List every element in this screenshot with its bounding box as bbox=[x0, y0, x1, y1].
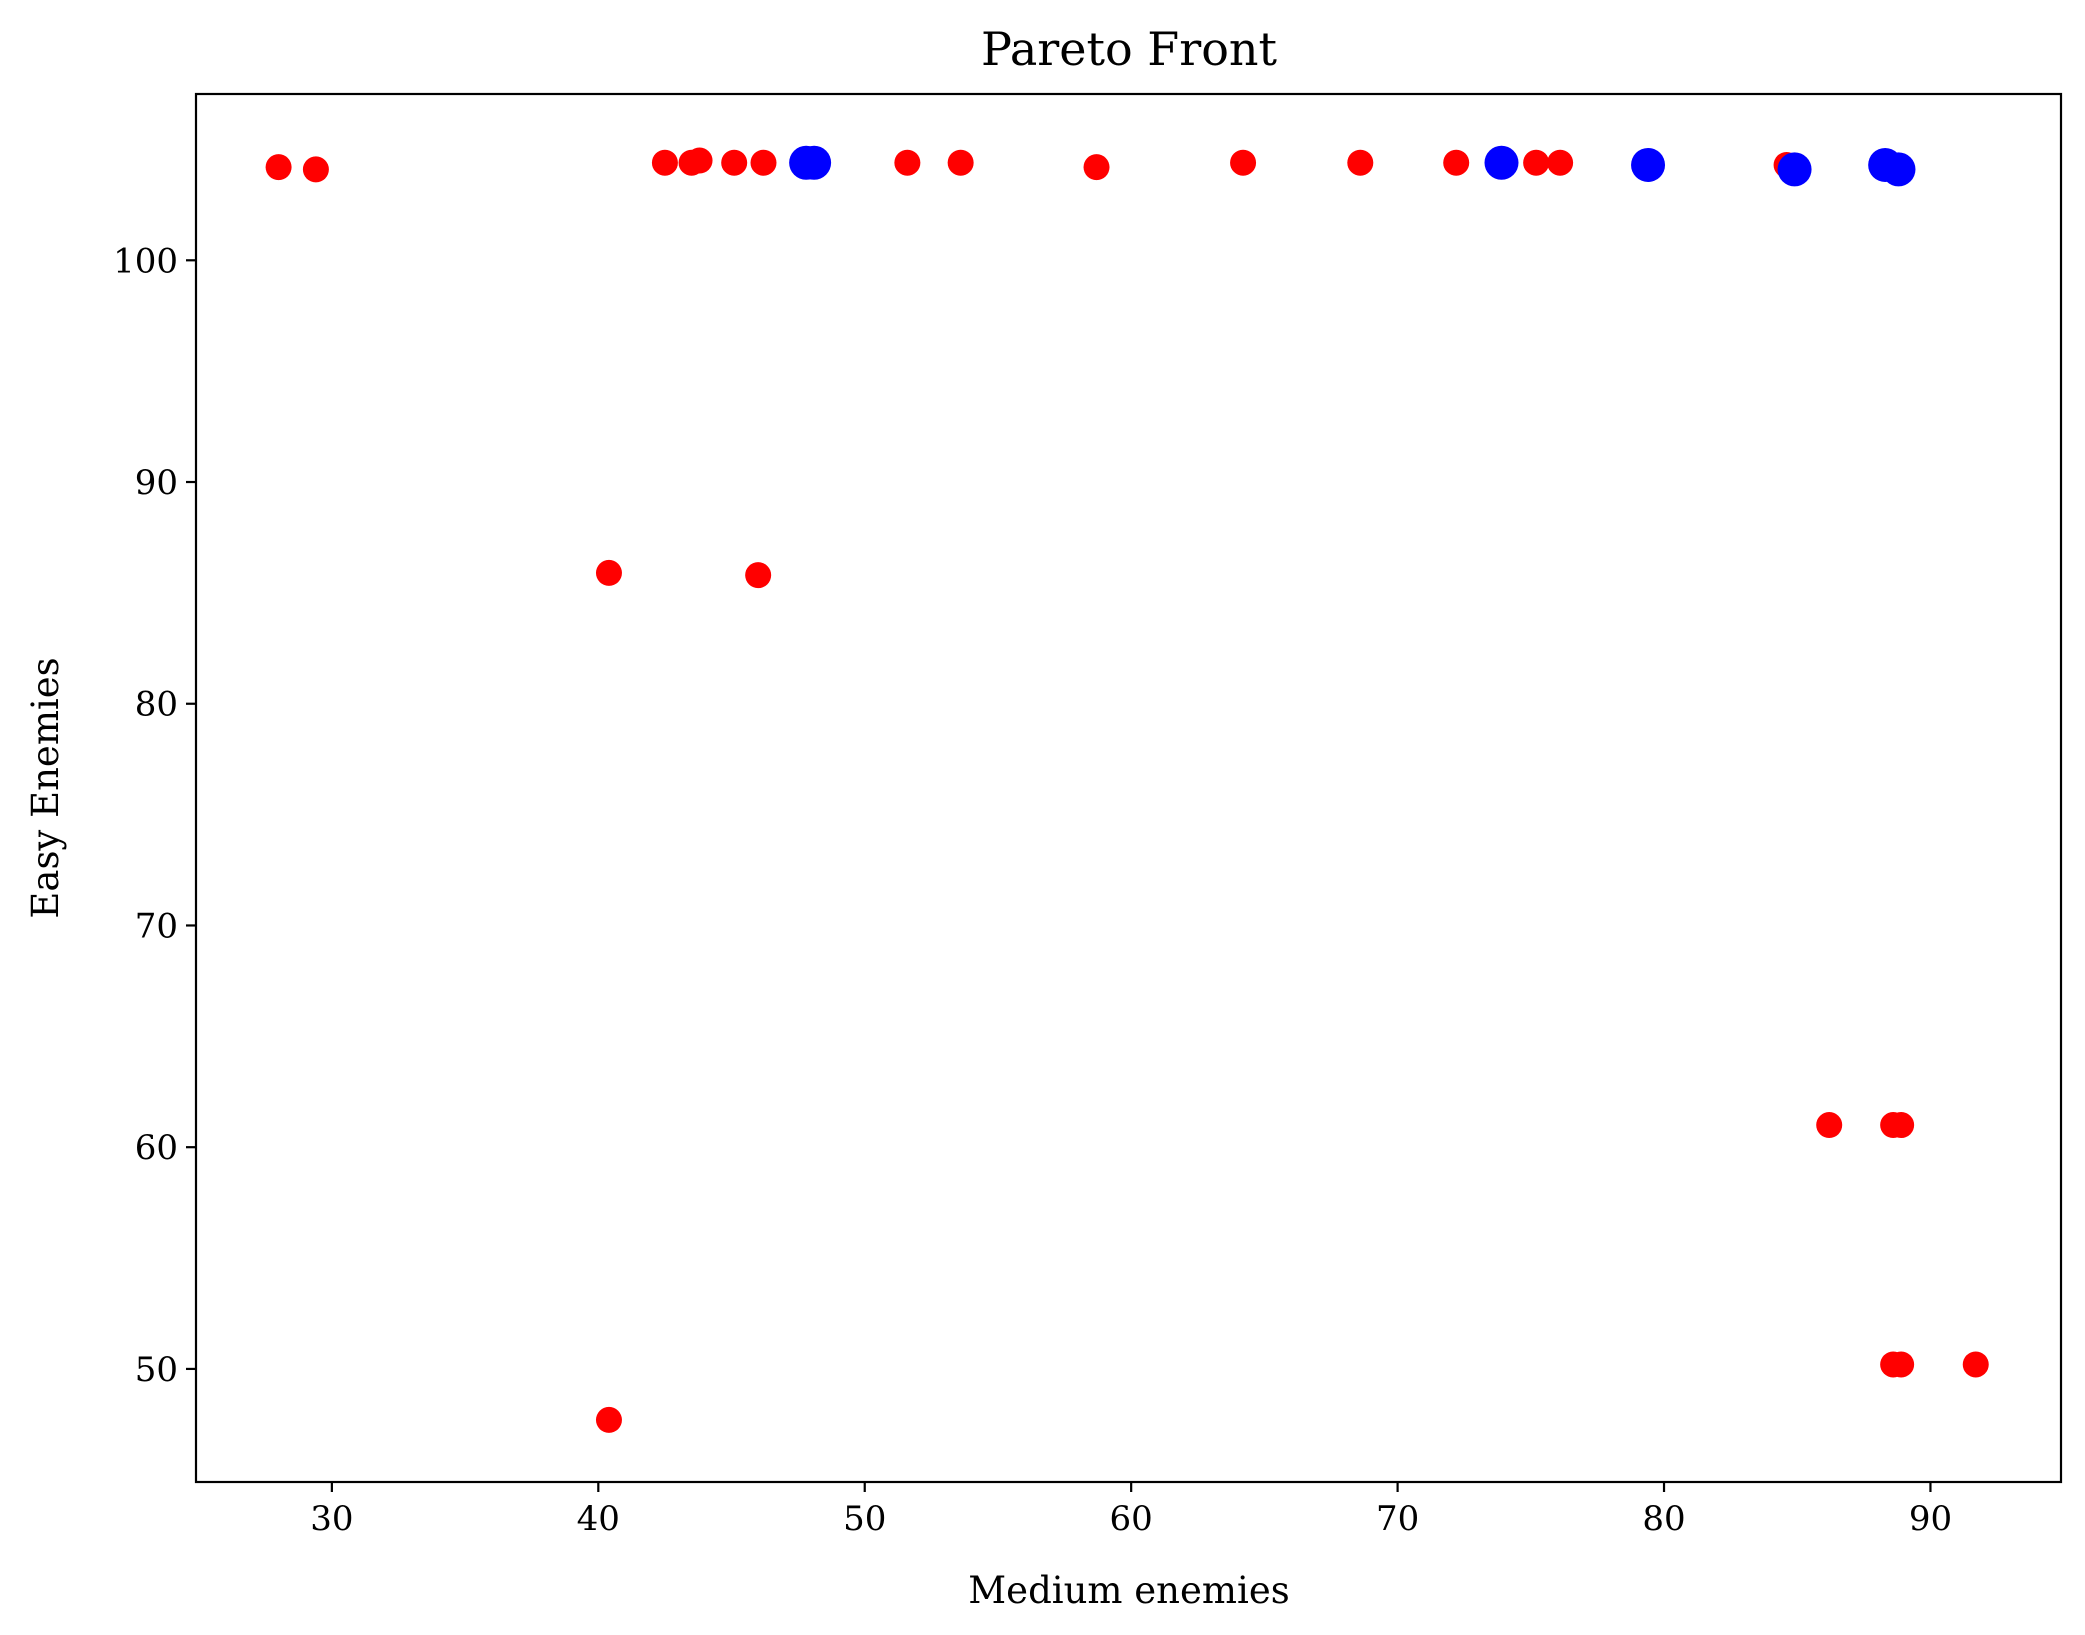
data-point-red bbox=[745, 562, 772, 589]
data-point-red bbox=[1888, 1112, 1915, 1139]
data-point-blue bbox=[1484, 145, 1519, 180]
data-point-red bbox=[1816, 1112, 1843, 1139]
data-point-blue bbox=[1777, 152, 1812, 187]
x-tick-label: 80 bbox=[1642, 1499, 1685, 1539]
y-tick-label: 90 bbox=[135, 463, 178, 503]
plot-area bbox=[265, 145, 1989, 1433]
data-point-red bbox=[595, 1406, 622, 1433]
data-point-blue bbox=[797, 145, 832, 180]
data-point-red bbox=[1443, 149, 1470, 176]
chart-title: Pareto Front bbox=[981, 22, 1278, 76]
x-tick-label: 50 bbox=[843, 1499, 886, 1539]
x-tick-label: 40 bbox=[577, 1499, 620, 1539]
data-point-blue bbox=[1881, 152, 1916, 187]
x-tick-label: 70 bbox=[1376, 1499, 1419, 1539]
data-point-red bbox=[595, 559, 622, 586]
data-point-red bbox=[1962, 1351, 1989, 1378]
data-point-red bbox=[1347, 149, 1374, 176]
data-point-red bbox=[686, 147, 713, 174]
x-axis-label: Medium enemies bbox=[968, 1569, 1289, 1612]
data-point-red bbox=[1888, 1351, 1915, 1378]
data-point-red bbox=[302, 156, 329, 183]
x-tick-label: 60 bbox=[1110, 1499, 1153, 1539]
data-point-red bbox=[894, 149, 921, 176]
x-tick-label: 30 bbox=[310, 1499, 353, 1539]
y-tick-label: 60 bbox=[135, 1128, 178, 1168]
y-tick-label: 80 bbox=[135, 685, 178, 725]
y-tick-label: 100 bbox=[113, 241, 178, 281]
data-point-red bbox=[265, 154, 292, 181]
axes-frame bbox=[194, 92, 2063, 1484]
x-tick-label: 90 bbox=[1909, 1499, 1952, 1539]
data-point-red bbox=[651, 149, 678, 176]
data-point-red bbox=[1523, 149, 1550, 176]
data-point-red bbox=[1083, 154, 1110, 181]
y-tick-label: 50 bbox=[135, 1350, 178, 1390]
data-point-red bbox=[721, 149, 748, 176]
x-axis: 30 40 50 60 70 80 90 bbox=[310, 1482, 1952, 1539]
data-point-red bbox=[947, 149, 974, 176]
y-axis: 50 60 70 80 90 100 bbox=[113, 241, 196, 1390]
y-tick-label: 70 bbox=[135, 906, 178, 946]
data-point-red bbox=[1230, 149, 1257, 176]
data-point-red bbox=[750, 149, 777, 176]
y-axis-label: Easy Enemies bbox=[24, 657, 67, 918]
data-point-blue bbox=[1631, 147, 1666, 182]
data-point-red bbox=[1547, 149, 1574, 176]
